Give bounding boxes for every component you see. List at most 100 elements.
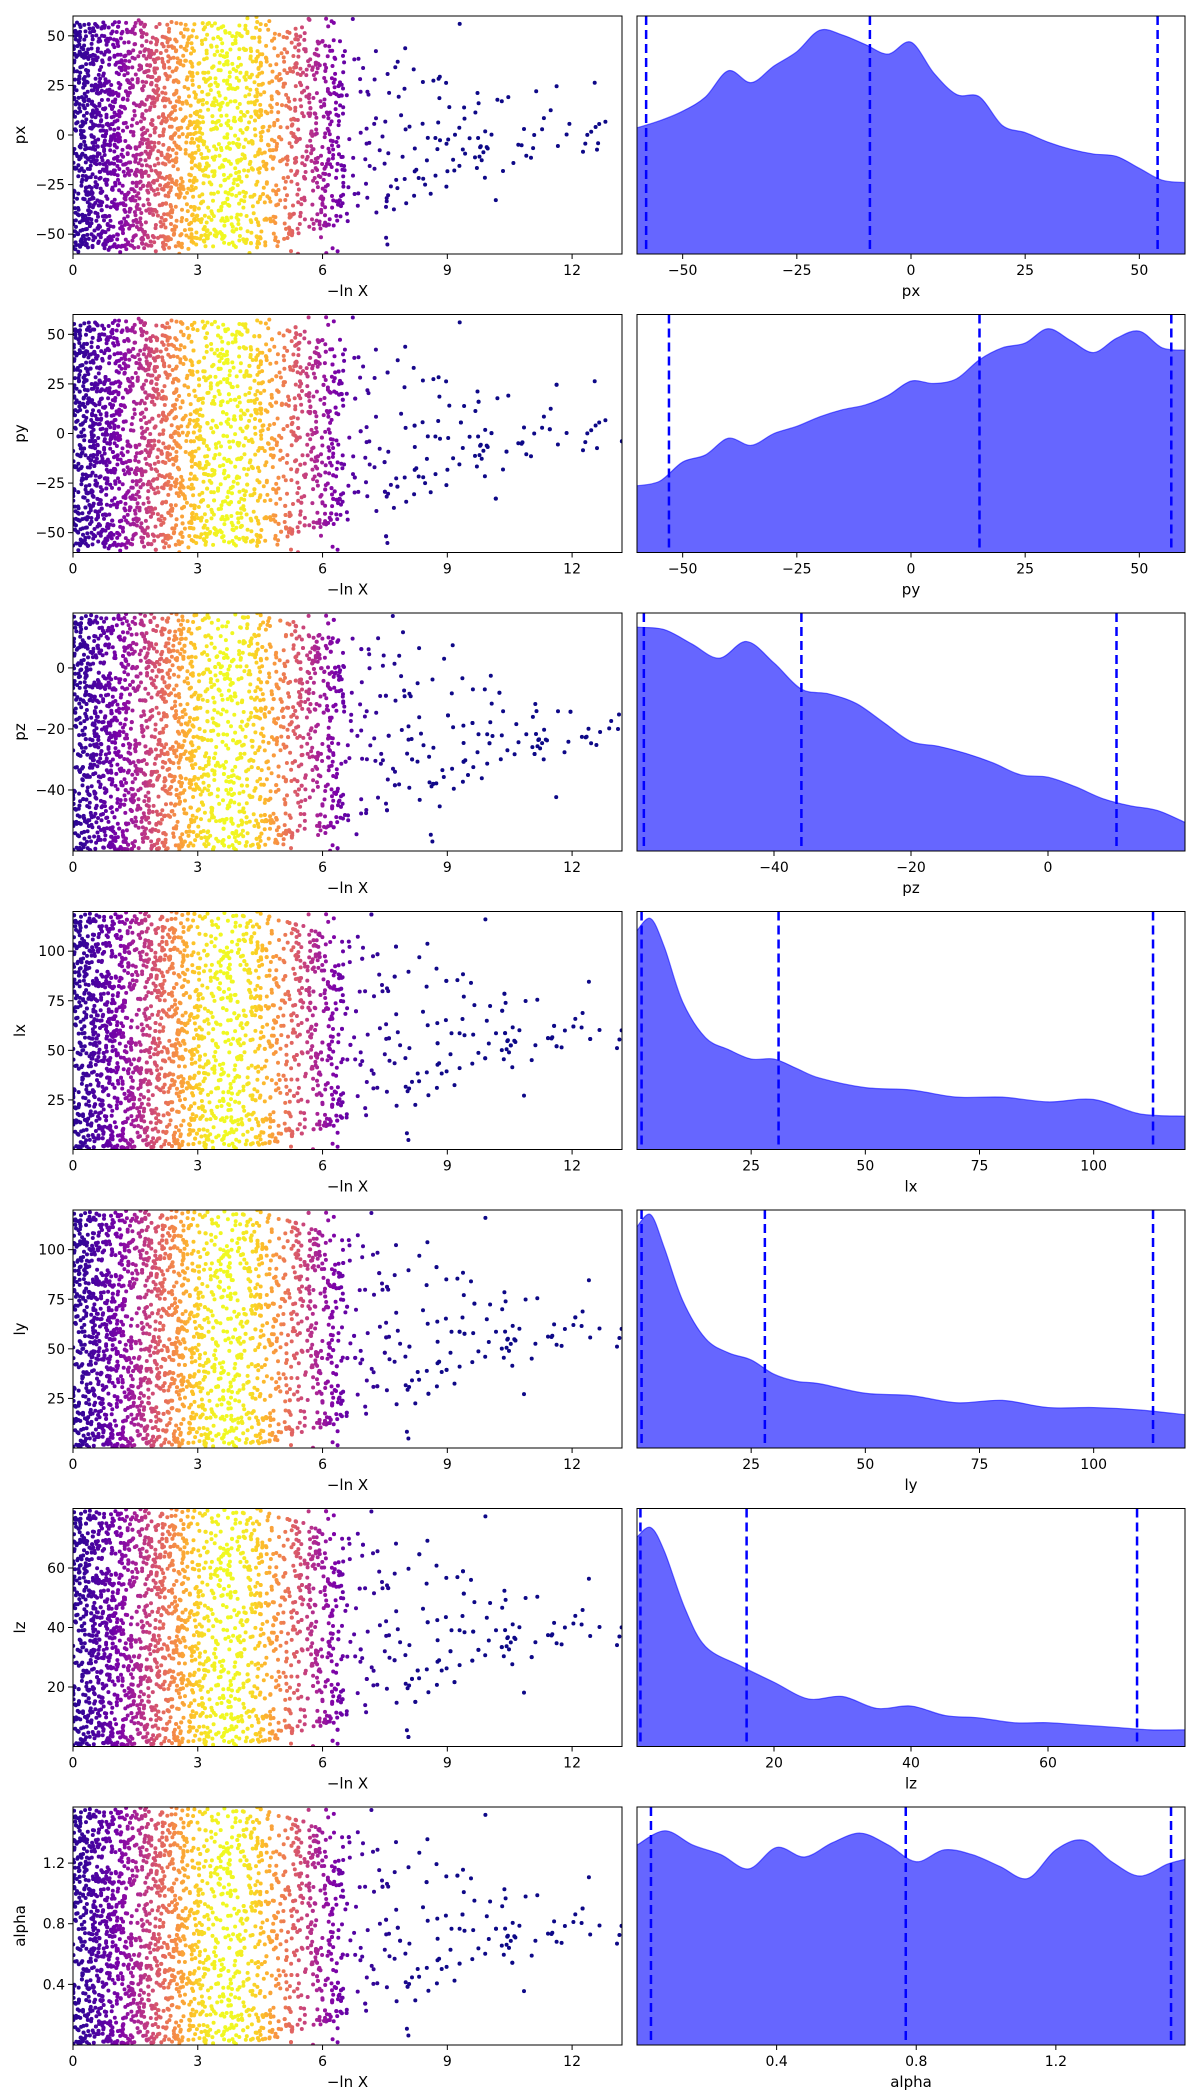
scatter-point xyxy=(222,223,227,228)
scatter-point xyxy=(101,20,106,25)
scatter-point xyxy=(296,529,301,534)
scatter-point xyxy=(351,155,356,160)
x-tick-label: 0 xyxy=(69,263,78,279)
scatter-point xyxy=(125,151,130,156)
scatter-point xyxy=(476,434,481,439)
scatter-point xyxy=(226,175,231,180)
scatter-point xyxy=(177,251,182,254)
scatter-point xyxy=(184,500,189,505)
scatter-point xyxy=(76,80,81,85)
scatter-point xyxy=(329,374,334,379)
scatter-point xyxy=(167,458,172,463)
scatter-point xyxy=(380,134,385,139)
scatter-point xyxy=(169,116,174,121)
scatter-point xyxy=(145,450,150,455)
scatter-point xyxy=(433,434,438,439)
scatter-point xyxy=(141,31,146,35)
scatter-point xyxy=(106,25,111,30)
scatter-point xyxy=(245,408,250,413)
scatter-point xyxy=(433,136,438,140)
scatter-point xyxy=(104,182,109,187)
scatter-point xyxy=(196,446,201,451)
scatter-point xyxy=(97,123,102,128)
scatter-point xyxy=(239,416,243,421)
scatter-point xyxy=(73,376,77,381)
scatter-point xyxy=(211,36,216,41)
scatter-point xyxy=(248,87,253,92)
scatter-point xyxy=(335,218,340,223)
scatter-point xyxy=(402,86,407,91)
scatter-point xyxy=(236,222,241,226)
scatter-point xyxy=(123,197,128,202)
scatter-point xyxy=(228,398,233,402)
scatter-point xyxy=(457,320,462,325)
scatter-point xyxy=(222,158,227,163)
scatter-point xyxy=(314,70,319,75)
scatter-point xyxy=(202,369,207,374)
scatter-point xyxy=(367,164,372,168)
scatter-point xyxy=(83,525,88,530)
scatter-point xyxy=(96,110,101,115)
scatter-point xyxy=(210,468,215,473)
scatter-point xyxy=(113,183,118,188)
scatter-point xyxy=(276,91,281,96)
scatter-point xyxy=(323,511,327,516)
scatter-point xyxy=(356,355,361,360)
scatter-point xyxy=(134,482,139,487)
scatter-point xyxy=(387,90,392,95)
scatter-point xyxy=(96,502,101,506)
scatter-point xyxy=(167,544,172,549)
scatter-point xyxy=(90,125,94,130)
scatter-point xyxy=(152,66,157,71)
scatter-point xyxy=(112,127,117,132)
scatter-point xyxy=(181,63,186,68)
scatter-point xyxy=(146,393,151,398)
scatter-point xyxy=(209,43,214,48)
scatter-point xyxy=(308,355,313,360)
scatter-point xyxy=(139,425,144,430)
scatter-point xyxy=(341,53,345,58)
scatter-point xyxy=(125,512,130,517)
scatter-point xyxy=(154,37,158,41)
scatter-point xyxy=(148,514,153,519)
scatter-point xyxy=(272,139,277,144)
scatter-point xyxy=(138,179,143,184)
scatter-point xyxy=(120,183,125,188)
scatter-point xyxy=(324,315,329,320)
scatter-point xyxy=(276,110,281,115)
scatter-point xyxy=(298,512,303,517)
scatter-point xyxy=(385,242,390,247)
scatter-point xyxy=(104,194,109,199)
scatter-point xyxy=(222,377,226,382)
scatter-point xyxy=(91,62,96,67)
scatter-point xyxy=(215,347,220,352)
scatter-point xyxy=(75,120,80,125)
scatter-point xyxy=(161,142,166,147)
scatter-point xyxy=(294,159,299,164)
scatter-point xyxy=(230,86,235,91)
scatter-point xyxy=(131,399,136,404)
scatter-point xyxy=(278,448,283,453)
scatter-point xyxy=(244,237,249,242)
scatter-point xyxy=(106,79,111,84)
scatter-point xyxy=(163,119,168,124)
scatter-point xyxy=(161,112,166,117)
scatter-point xyxy=(304,149,309,154)
scatter-point xyxy=(118,159,123,164)
scatter-point xyxy=(168,188,173,193)
scatter-point xyxy=(88,61,93,66)
scatter-point xyxy=(172,181,177,186)
scatter-point xyxy=(232,541,236,546)
scatter-point xyxy=(153,208,158,212)
scatter-point xyxy=(157,75,162,80)
scatter-point xyxy=(75,154,80,159)
scatter-point xyxy=(99,65,104,69)
scatter-point xyxy=(153,223,158,227)
scatter-point xyxy=(127,81,132,85)
scatter-point xyxy=(99,506,104,511)
scatter-point xyxy=(156,191,161,196)
x-tick-label: 9 xyxy=(443,263,452,279)
scatter-point xyxy=(166,59,171,64)
scatter-point xyxy=(81,98,86,102)
scatter-point xyxy=(372,376,377,380)
